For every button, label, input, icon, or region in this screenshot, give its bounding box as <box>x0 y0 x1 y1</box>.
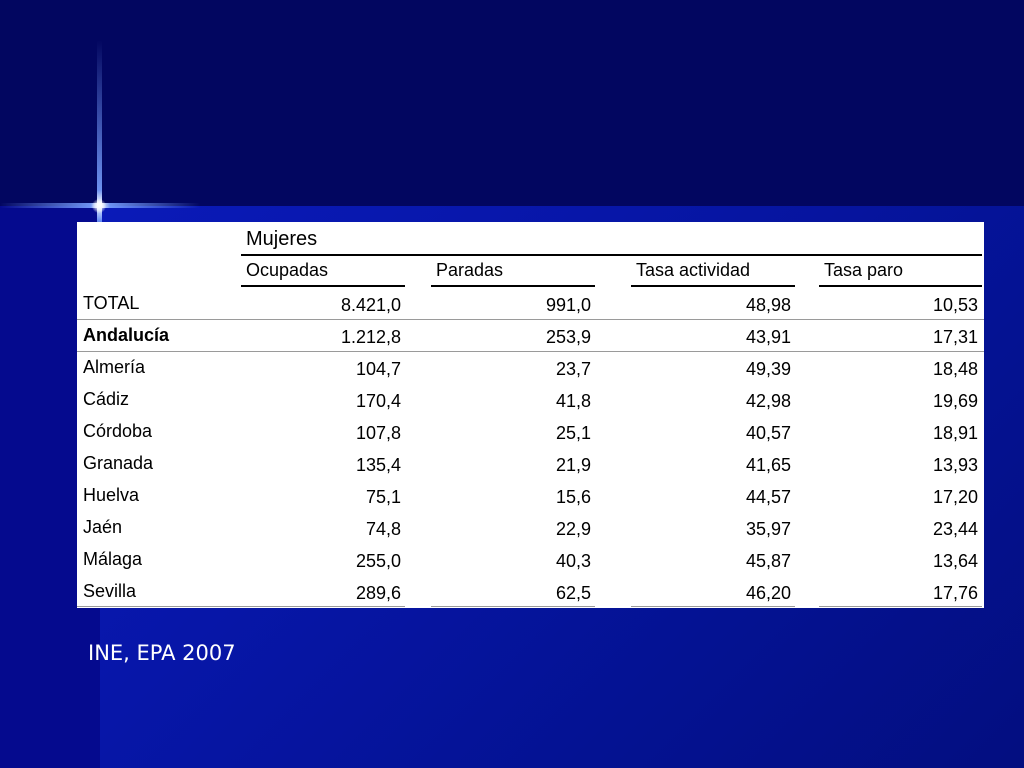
column-header: Ocupadas <box>246 260 329 280</box>
row-label: Cádiz <box>83 389 130 409</box>
column-header: Paradas <box>436 260 504 280</box>
table-cell: 42,98 <box>745 391 791 411</box>
row-label: TOTAL <box>83 293 140 313</box>
table-cell: 62,5 <box>555 583 591 603</box>
table-cell: 35,97 <box>745 519 791 539</box>
row-label: Sevilla <box>83 581 137 601</box>
table-cell: 15,6 <box>555 487 591 507</box>
table-cell: 17,76 <box>932 583 978 603</box>
table-cell: 40,3 <box>555 551 591 571</box>
data-table: Mujeres Ocupadas Paradas Tasa actividad Tas… <box>77 222 984 608</box>
table-cell: 170,4 <box>355 391 401 411</box>
table-cell: 104,7 <box>355 359 401 379</box>
row-separator <box>77 319 984 320</box>
table-cell: 18,48 <box>932 359 978 379</box>
row-label: Málaga <box>83 549 143 569</box>
row-label: Andalucía <box>83 325 170 345</box>
table-cell: 23,7 <box>555 359 591 379</box>
column-header-rule <box>819 285 982 287</box>
column-header-rule <box>631 285 795 287</box>
table-cell: 44,57 <box>745 487 791 507</box>
table-cell: 18,91 <box>932 423 978 443</box>
table-cell: 10,53 <box>932 295 978 315</box>
source-caption: INE, EPA 2007 <box>88 641 236 665</box>
column-header-rule <box>431 285 595 287</box>
table-cell: 75,1 <box>365 487 401 507</box>
row-label: Jaén <box>83 517 123 537</box>
bottom-rule <box>77 606 241 607</box>
table-cell: 289,6 <box>355 583 401 603</box>
row-separator <box>77 351 984 352</box>
table-cell: 13,64 <box>932 551 978 571</box>
background-top <box>0 0 1024 206</box>
table-cell: 22,9 <box>555 519 591 539</box>
table-cell: 17,20 <box>932 487 978 507</box>
bottom-rule <box>431 606 595 607</box>
row-label: Almería <box>83 357 146 377</box>
table-cell: 49,39 <box>745 359 791 379</box>
table-cell: 107,8 <box>355 423 401 443</box>
table-cell: 40,57 <box>745 423 791 443</box>
table-cell: 1.212,8 <box>340 327 401 347</box>
table-cell: 19,69 <box>932 391 978 411</box>
column-header: Tasa actividad <box>636 260 751 280</box>
table-cell: 255,0 <box>355 551 401 571</box>
bottom-rule <box>631 606 795 607</box>
table-cell: 21,9 <box>555 455 591 475</box>
table-cell: 991,0 <box>545 295 591 315</box>
row-label: Huelva <box>83 485 140 505</box>
table-cell: 46,20 <box>745 583 791 603</box>
row-label: Granada <box>83 453 154 473</box>
table-cell: 48,98 <box>745 295 791 315</box>
column-header-rule <box>241 285 405 287</box>
table-cell: 41,8 <box>555 391 591 411</box>
table-cell: 8.421,0 <box>340 295 401 315</box>
sparkle-icon <box>92 199 106 213</box>
table-cell: 43,91 <box>745 327 791 347</box>
table-cell: 23,44 <box>932 519 978 539</box>
table-cell: 41,65 <box>745 455 791 475</box>
column-header: Tasa paro <box>824 260 904 280</box>
bottom-rule <box>241 606 405 607</box>
group-header: Mujeres <box>246 228 318 250</box>
table-cell: 25,1 <box>555 423 591 443</box>
table-cell: 17,31 <box>932 327 978 347</box>
sparkle-vertical-ray <box>97 40 102 240</box>
table-cell: 13,93 <box>932 455 978 475</box>
group-header-rule <box>241 254 982 256</box>
table-cell: 74,8 <box>365 519 401 539</box>
table-cell: 45,87 <box>745 551 791 571</box>
bottom-rule <box>819 606 982 607</box>
table-cell: 135,4 <box>355 455 401 475</box>
row-label: Córdoba <box>83 421 153 441</box>
table-cell: 253,9 <box>545 327 591 347</box>
